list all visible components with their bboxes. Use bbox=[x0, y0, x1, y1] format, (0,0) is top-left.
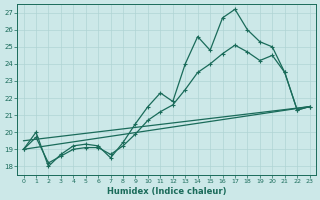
X-axis label: Humidex (Indice chaleur): Humidex (Indice chaleur) bbox=[107, 187, 226, 196]
